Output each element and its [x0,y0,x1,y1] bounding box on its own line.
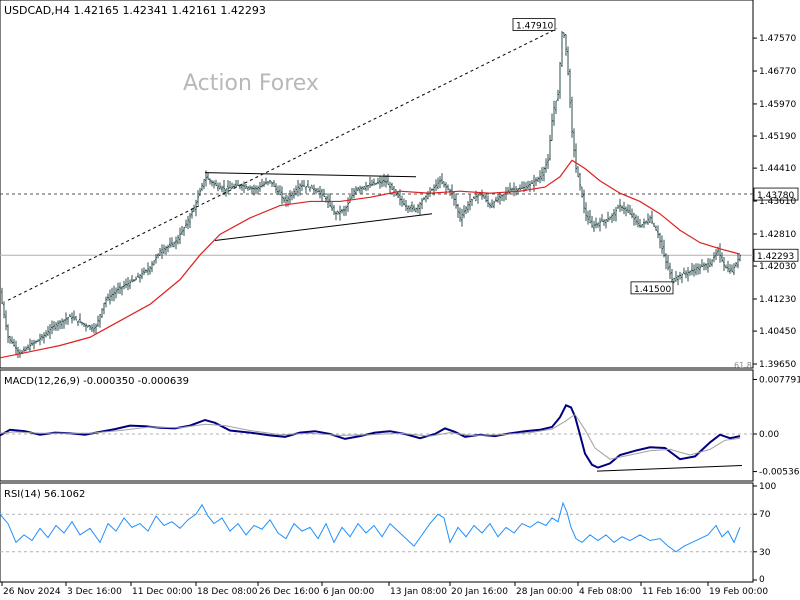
time-tick-label: 6 Jan 00:00 [323,587,375,597]
trend-line [204,172,417,178]
fib-level-label: 61.8 [734,361,752,370]
rsi-title: RSI(14) 56.1062 [4,489,85,500]
rsi-panel[interactable]: RSI(14) 56.1062 [0,482,754,583]
price-tick-label: 1.46770 [759,67,796,77]
header-ohlc: USDCAD,H4 1.42165 1.42341 1.42161 1.4229… [4,4,266,17]
macd-signal-line [0,413,741,460]
symbol-label: USDCAD,H4 1.42165 1.42341 1.42161 1.4229… [4,4,266,17]
time-tick-label: 26 Dec 16:00 [259,587,320,597]
rsi-tick-label: 0 [759,575,765,585]
price-annotation-label: 1.41500 [634,285,671,295]
trend-line [214,213,433,242]
price-tick-label: 1.39650 [759,360,796,370]
price-panel[interactable]: USDCAD,H4 1.42165 1.42341 1.42161 1.4229… [0,0,754,370]
macd-tick-label: 0.00 [759,430,779,440]
price-annotation-box [512,18,556,31]
price-tick-label: 1.40450 [759,327,796,337]
time-tick-label: 19 Feb 00:00 [709,587,768,597]
price-level-label: 1.42293 [757,252,794,262]
rsi-line [0,501,741,553]
price-level-label: 1.43780 [757,191,794,201]
price-tick-label: 1.45190 [759,132,796,142]
time-tick-label: 20 Jan 16:00 [451,587,508,597]
price-tick-label: 1.42810 [759,230,796,240]
macd-tick-label: -0.005367 [759,468,800,478]
price-level-badge [753,187,799,201]
time-tick-label: 3 Dec 16:00 [67,587,122,597]
moving-average-line [0,159,741,359]
rsi-tick-label: 70 [759,510,771,520]
watermark-logo: Action Forex [183,71,319,96]
price-tick-label: 1.42030 [759,262,796,272]
price-tick-label: 1.41230 [759,295,796,305]
price-annotation-label: 1.47910 [516,22,553,32]
price-tick-label: 1.47570 [759,34,796,44]
time-axis: 26 Nov 2024 3 Dec 16:00 11 Dec 00:00 18 Dec… [1,582,768,597]
macd-axis: 0.007791 0.00 -0.005367 [753,375,800,478]
time-tick-label: 4 Feb 08:00 [579,587,633,597]
time-tick-label: 13 Jan 08:00 [390,587,447,597]
macd-trend-line [596,465,743,472]
price-axis: 1.43780 1.42293 1.47570 1.46770 1.45970 1.451… [753,34,799,370]
time-tick-label: 26 Nov 2024 [3,587,61,597]
price-tick-label: 1.44410 [759,164,796,174]
rsi-axis: 100 70 30 0 [753,482,776,585]
rsi-tick-label: 30 [759,548,771,558]
macd-title: MACD(12,26,9) -0.000350 -0.000639 [4,376,189,387]
time-tick-label: 28 Jan 00:00 [516,587,573,597]
trend-line [7,28,558,301]
price-tick-label: 1.43610 [759,197,796,207]
rsi-tick-label: 100 [759,482,776,492]
time-tick-label: 11 Feb 16:00 [642,587,701,597]
price-level-badge [753,248,799,262]
time-tick-label: 11 Dec 00:00 [132,587,193,597]
price-annotation-box [630,281,674,295]
macd-tick-label: 0.007791 [759,375,800,385]
time-tick-label: 18 Dec 08:00 [197,587,258,597]
macd-panel[interactable]: MACD(12,26,9) -0.000350 -0.000639 [0,369,754,482]
price-tick-label: 1.45970 [759,100,796,110]
